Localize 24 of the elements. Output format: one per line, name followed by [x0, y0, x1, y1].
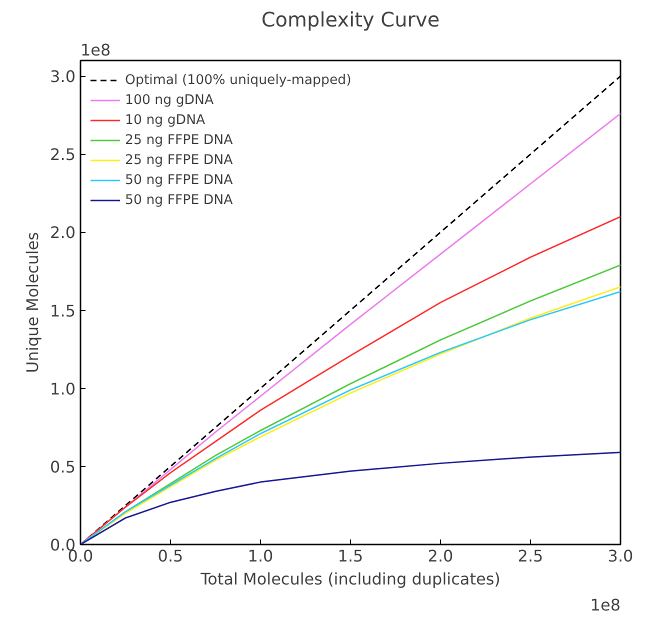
- legend-label: 10 ng gDNA: [125, 112, 206, 128]
- legend-label: 100 ng gDNA: [125, 92, 214, 108]
- x-tick-label: 3.0: [608, 546, 634, 566]
- legend-label: Optimal (100% uniquely-mapped): [125, 72, 352, 88]
- y-tick-label: 2.5: [50, 145, 76, 164]
- chart-title: Complexity Curve: [261, 8, 440, 32]
- y-tick-label: 1.0: [50, 379, 76, 398]
- x-tick-label: 2.5: [518, 546, 544, 566]
- x-tick-label: 1.0: [248, 546, 274, 566]
- legend-label: 25 ng FFPE DNA: [125, 152, 233, 168]
- legend-label: 50 ng FFPE DNA: [125, 192, 233, 208]
- text: 1e8: [80, 40, 111, 60]
- text: 1e8: [590, 596, 620, 614]
- y-tick-label: 0.5: [50, 457, 76, 476]
- x-tick-label: 0.5: [158, 546, 184, 566]
- x-tick-label: 2.0: [428, 546, 454, 566]
- x-axis-title: Total Molecules (including duplicates): [200, 570, 500, 588]
- y-tick-label: 1.5: [50, 301, 76, 320]
- x-tick-label: 1.5: [338, 546, 364, 566]
- y-tick-label: 2.0: [50, 223, 76, 242]
- y-axis-title: Unique Molecules: [23, 232, 42, 373]
- legend-label: 50 ng FFPE DNA: [125, 172, 233, 188]
- legend-label: 25 ng FFPE DNA: [125, 132, 233, 148]
- y-tick-label: 3.0: [50, 67, 76, 86]
